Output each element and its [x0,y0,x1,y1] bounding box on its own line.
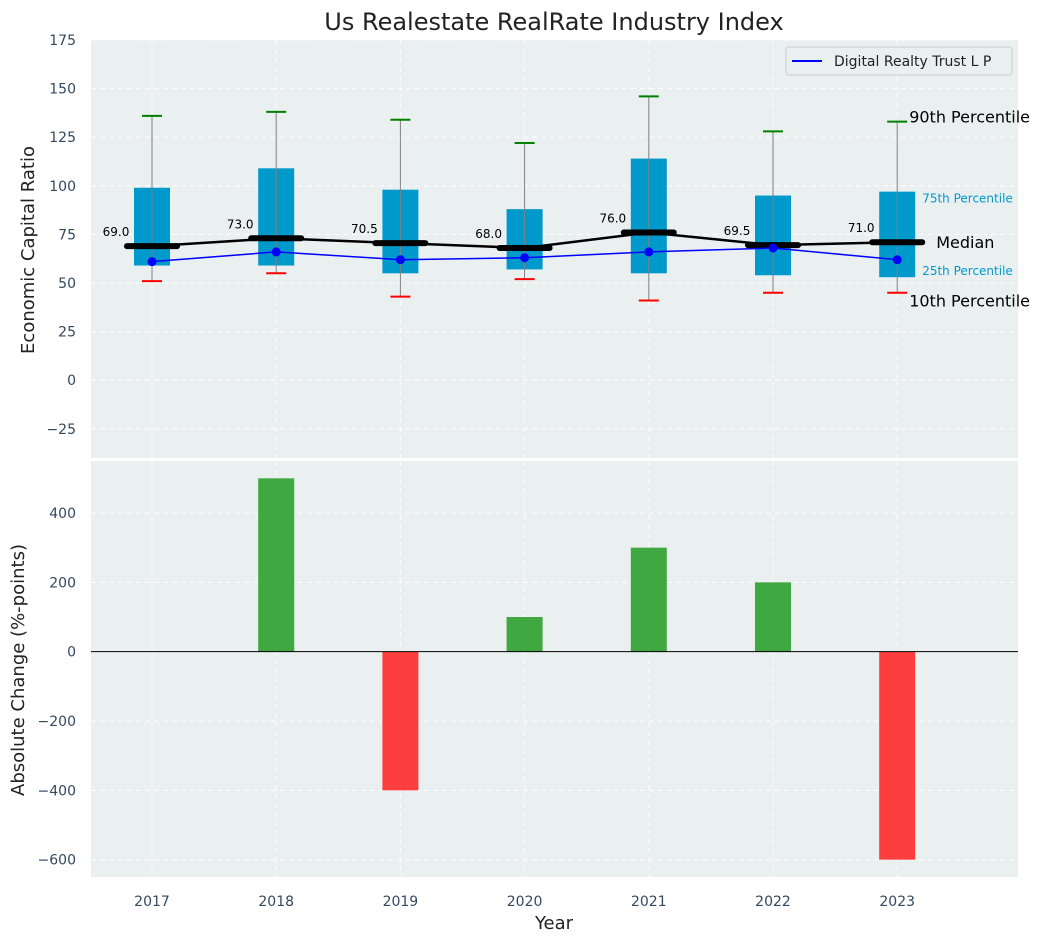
series-point [768,243,778,253]
series-point [892,255,902,265]
legend-label: Digital Realty Trust L P [834,54,991,70]
bottom-y-tick-label: −400 [38,783,76,799]
top-y-tick-label: 100 [49,179,76,195]
bottom-y-tick-label: 0 [67,645,76,661]
median-value-label: 68.0 [475,227,502,241]
top-y-tick-label: 125 [49,130,76,146]
x-tick-label: 2019 [383,894,419,910]
top-y-tick-label: 75 [58,227,76,243]
median-value-label: 69.5 [724,224,751,238]
x-tick-label: 2022 [755,894,791,910]
bottom-y-tick-label: −600 [38,853,76,869]
annotation-p10: 10th Percentile [909,292,1030,311]
x-tick-label: 2021 [631,894,667,910]
annotation-q3: 75th Percentile [922,192,1013,206]
change-bar [630,547,667,652]
x-tick-label: 2017 [134,894,170,910]
series-point [147,257,157,267]
median-value-label: 69.0 [103,225,130,239]
top-y-tick-label: 150 [49,82,76,98]
change-bar [382,651,419,791]
bottom-y-axis-label: Absolute Change (%-points) [8,544,29,796]
top-y-tick-label: 25 [58,325,76,341]
bottom-y-tick-label: 200 [49,575,76,591]
series-point [271,247,281,257]
chart-title: Us Realestate RealRate Industry Index [324,8,783,36]
x-tick-label: 2023 [879,894,915,910]
bottom-plot-area [91,461,1018,877]
top-y-tick-label: −25 [46,422,76,438]
legend-box [785,46,1013,76]
bottom-panel: −600 −400 −200 0 200 400 2017 2018 2019 2020 2021… [8,461,1018,934]
x-tick-label: 2018 [258,894,294,910]
top-y-tick-label: 50 [58,276,76,292]
change-bar [506,617,543,652]
median-value-label: 76.0 [599,211,626,225]
annotation-p90: 90th Percentile [909,108,1030,127]
median-value-label: 71.0 [848,221,875,235]
series-point [520,253,530,263]
bottom-y-tick-label: 400 [49,506,76,522]
legend: Digital Realty Trust L P [785,46,1013,76]
change-bar [755,582,791,652]
annotation-median: Median [936,233,994,252]
top-y-tick-label: 0 [67,373,76,389]
annotation-q1: 25th Percentile [922,264,1013,278]
top-y-tick-label: 175 [49,33,76,49]
top-y-axis-label: Economic Capital Ratio [18,146,39,354]
bottom-y-tick-label: −200 [38,714,76,730]
x-tick-label: 2020 [507,894,543,910]
series-point [644,247,654,257]
change-bar [879,651,916,860]
series-point [395,255,405,265]
top-plot-area [91,40,1018,458]
top-panel: −25 0 25 50 75 100 125 150 175 69.0 73.0 70.5 68.0 7… [18,33,1030,458]
x-axis-label: Year [534,913,574,934]
change-bar [258,478,295,652]
median-value-label: 73.0 [227,217,254,231]
median-value-label: 70.5 [351,222,378,236]
